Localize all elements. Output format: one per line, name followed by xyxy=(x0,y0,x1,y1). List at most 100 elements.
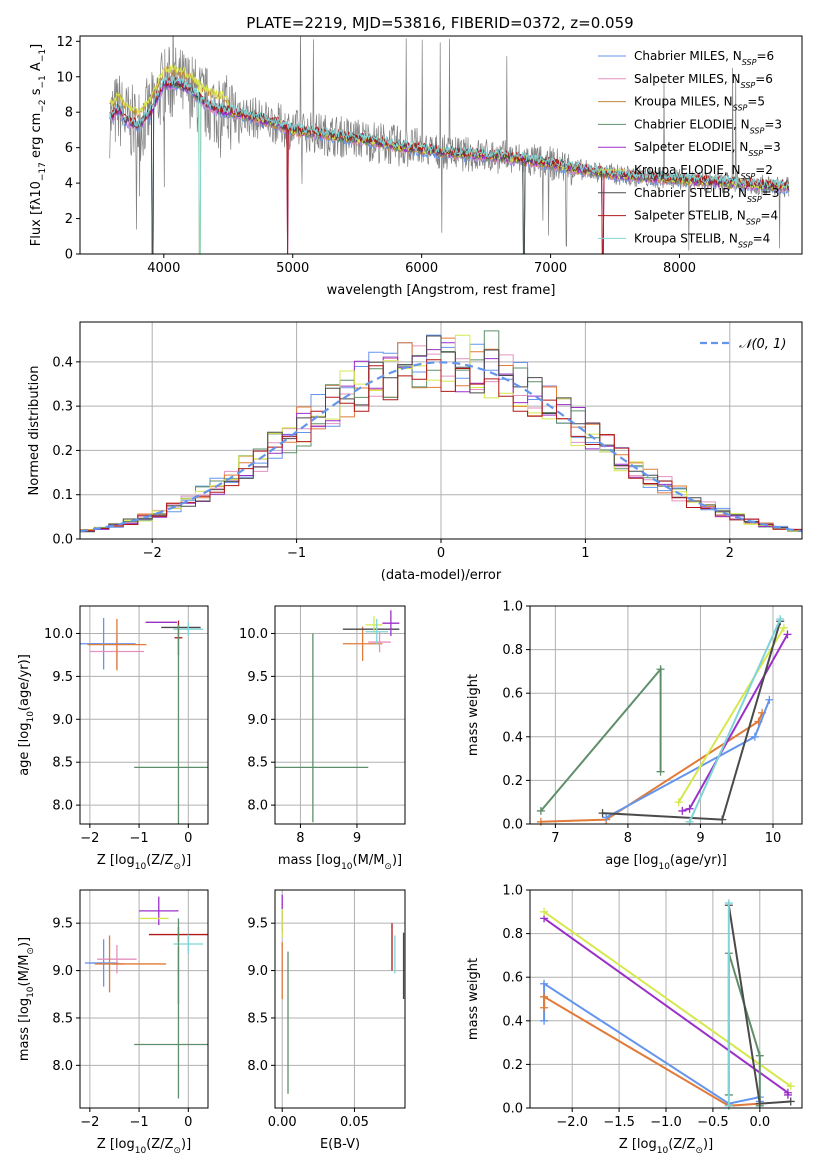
residuals-panel: −2 −1 0 1 2 0.0 0.1 0.2 0.3 0.4 𝒩(0, 1) (data-model… xyxy=(27,321,803,583)
y-tick-label: 0.2 xyxy=(502,774,523,789)
legend-label: Kroupa ELODIE, NSSP=2 xyxy=(634,163,773,181)
weight-point-marker xyxy=(598,809,607,818)
mass-vs-Z-xlabel-part: )] xyxy=(181,1137,191,1152)
legend-label-part: =4 xyxy=(760,209,778,223)
y-tick-label: 8.0 xyxy=(52,799,73,814)
mass-vs-EBV-xlabel: E(B-V) xyxy=(320,1137,360,1152)
y-tick-label: 1.0 xyxy=(502,600,523,615)
spectrum-ylabel-part: λ xyxy=(29,197,44,205)
spectrum-panel: 4000 5000 6000 7000 8000 0 2 4 6 8 10 12 wavelength … xyxy=(29,35,803,298)
weight_vs_Z-xlabel-part: )] xyxy=(703,1137,713,1152)
legend-label-part: Salpeter STELIB, N xyxy=(634,209,746,223)
weight-point-marker xyxy=(656,767,665,776)
legend-label-sub: SSP xyxy=(741,172,756,181)
legend-label-sub: SSP xyxy=(746,217,761,226)
x-tick-label: 0.05 xyxy=(340,1115,369,1130)
age-vs-mass-xlabel-part: 10 xyxy=(341,862,353,872)
age-vs-Z-xlabel-part: (Z/Z xyxy=(146,853,173,868)
spectrum-ylabel-part: −2 xyxy=(38,99,48,112)
y-tick-label: 8.5 xyxy=(247,756,268,771)
legend-label: Chabrier STELIB, NSSP=3 xyxy=(634,186,779,204)
legend-label-part: =4 xyxy=(753,231,771,245)
y-tick-label: 0.3 xyxy=(52,400,73,415)
axes-frame xyxy=(274,605,406,825)
legend-label-part: Chabrier STELIB, N xyxy=(634,186,747,200)
mass-vs-Z-xlabel: Z [log10(Z/Z⊙)] xyxy=(97,1137,191,1156)
age-vs-Z-xlabel-part: )] xyxy=(181,853,191,868)
weight-point-marker xyxy=(724,899,733,908)
y-tick-label: 8.5 xyxy=(52,1011,73,1026)
spectrum-ylabel-part: ] xyxy=(29,44,44,49)
residual-histogram xyxy=(80,359,802,532)
spectrum-ylabel-part: 10 xyxy=(29,181,44,198)
y-tick-label: 8 xyxy=(65,106,73,121)
age-vs-Z-xlabel-part: ⊙ xyxy=(173,862,181,872)
weight-point-marker xyxy=(540,992,549,1001)
legend-label-part: Chabrier ELODIE, N xyxy=(634,117,750,131)
x-tick-label: 8000 xyxy=(663,261,696,276)
y-tick-label: 0.8 xyxy=(502,927,523,942)
y-tick-label: 10.0 xyxy=(239,627,268,642)
age-vs-Z-xlabel-part: 10 xyxy=(135,862,147,872)
weight_vs_age-ylabel: mass weight xyxy=(466,674,481,756)
y-tick-label: 9.0 xyxy=(247,964,268,979)
age-vs-mass-xlabel-part: ⊙ xyxy=(384,862,392,872)
y-tick-label: 6 xyxy=(65,141,73,156)
x-tick-label: 8 xyxy=(296,831,304,846)
weight-point-marker xyxy=(755,1099,764,1108)
legend-label: Kroupa MILES, NSSP=5 xyxy=(634,95,765,113)
weight-series-line xyxy=(688,618,782,823)
weight-point-marker xyxy=(540,1016,549,1025)
x-tick-label: 9 xyxy=(353,831,361,846)
x-tick-label: 7 xyxy=(551,831,559,846)
mass_vs_EBV-panel: 0.00 0.05 8.0 8.5 9.0 9.5 E(B-V) xyxy=(247,889,406,1152)
mass_vs_Z-panel: −2 −1 08.08.59.09.5Z [log10(Z/Z⊙)]mass [lo… xyxy=(17,889,209,1156)
y-tick-label: 0.1 xyxy=(52,488,73,503)
axes-frame xyxy=(79,35,803,255)
x-tick-label: 9 xyxy=(696,831,704,846)
weight-point-marker xyxy=(602,813,611,822)
mass-vs-Z-ylabel: mass [log10(M/M⊙)] xyxy=(17,937,36,1061)
x-tick-label: −0.5 xyxy=(697,1115,729,1130)
weight-point-marker xyxy=(656,665,665,674)
legend-label-sub: SSP xyxy=(748,149,763,158)
y-tick-label: 0.4 xyxy=(502,730,523,745)
weight-point-marker xyxy=(783,630,792,639)
x-tick-label: −2 xyxy=(143,546,162,561)
weight-point-marker xyxy=(685,817,694,826)
weight_vs_Z-xlabel-part: 10 xyxy=(657,1146,669,1156)
legend-label-sub: SSP xyxy=(733,103,748,112)
legend-label: Chabrier ELODIE, NSSP=3 xyxy=(634,117,782,135)
age-vs-mass-xlabel-part: )] xyxy=(392,853,402,868)
axes-frame xyxy=(274,889,406,1109)
spectrum-ylabel: Flux [fλ10−17 erg cm−2 s−1 A−1] xyxy=(29,44,48,246)
weight_vs_Z-xlabel: Z [log10(Z/Z⊙)] xyxy=(619,1137,713,1156)
legend-label-part: =3 xyxy=(762,186,780,200)
y-tick-label: 9.5 xyxy=(52,917,73,932)
weight_vs_age-xlabel-part: age [log xyxy=(605,853,658,868)
y-tick-label: 9.0 xyxy=(52,964,73,979)
age_vs_mass-panel: 8 9 8.0 8.5 9.0 9.5 10.0 mass [log10(M/M⊙)] xyxy=(239,605,406,872)
weight-point-marker xyxy=(718,815,727,824)
legend-label-part: Kroupa STELIB, N xyxy=(634,231,738,245)
y-tick-label: 12 xyxy=(56,35,73,50)
x-tick-label: −1.5 xyxy=(603,1115,635,1130)
spectrum-ylabel-part: −17 xyxy=(38,162,48,181)
legend-label: Salpeter STELIB, NSSP=4 xyxy=(634,209,778,227)
legend-label-part: Salpeter ELODIE, N xyxy=(634,140,748,154)
x-tick-label: −2 xyxy=(80,1115,99,1130)
weight_vs_Z-xlabel-part: ⊙ xyxy=(695,1146,703,1156)
x-tick-label: 7000 xyxy=(534,261,567,276)
gaussian-curve xyxy=(80,361,802,533)
weight-point-marker xyxy=(786,1097,795,1106)
mass-vs-Z-ylabel-part: (M/M xyxy=(17,955,32,987)
x-tick-label: 2 xyxy=(726,546,734,561)
y-tick-label: 1.0 xyxy=(502,884,523,899)
mass-vs-Z-xlabel-part: Z [log xyxy=(97,1137,135,1152)
y-tick-label: 10 xyxy=(56,70,73,85)
legend-label: Salpeter MILES, NSSP=6 xyxy=(634,72,773,90)
x-tick-label: 0 xyxy=(437,546,445,561)
legend-label-sub: SSP xyxy=(747,194,762,203)
